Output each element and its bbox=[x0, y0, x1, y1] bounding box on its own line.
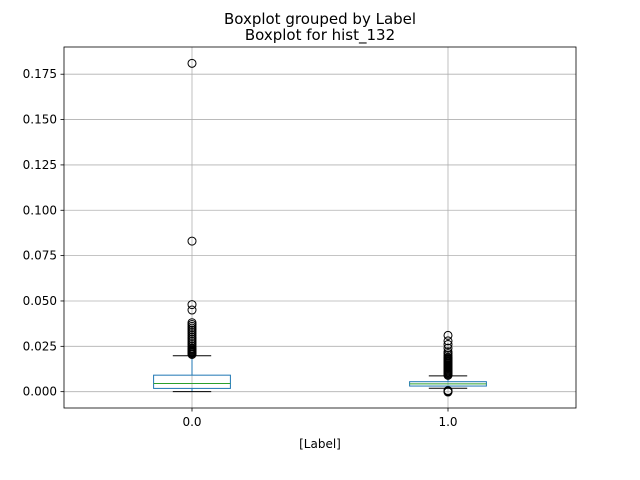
y-tick-label: 0.125 bbox=[23, 158, 57, 172]
y-tick-label: 0.000 bbox=[23, 385, 57, 399]
outlier-point bbox=[443, 386, 453, 396]
outlier-point bbox=[187, 318, 197, 328]
outlier-point bbox=[443, 336, 453, 346]
outlier-point bbox=[443, 347, 453, 357]
grid-layer bbox=[64, 47, 576, 408]
outlier-point bbox=[187, 300, 197, 310]
y-tick-label: 0.050 bbox=[23, 294, 57, 308]
outlier-point bbox=[443, 340, 453, 350]
outlier-point bbox=[187, 305, 197, 315]
box-group-1.0 bbox=[409, 330, 487, 397]
y-axis: 0.000 0.025 0.050 0.075 0.100 0.125 0.150 0.175 bbox=[23, 67, 64, 399]
outlier-point bbox=[187, 236, 197, 246]
x-axis: 0.0 1.0 bbox=[182, 408, 458, 429]
box-group-0.0 bbox=[153, 58, 231, 393]
x-tick-label: 1.0 bbox=[438, 415, 457, 429]
x-axis-label: [Label] bbox=[299, 437, 341, 451]
boxes-layer bbox=[153, 58, 487, 397]
y-tick-label: 0.175 bbox=[23, 67, 57, 81]
y-tick-label: 0.025 bbox=[23, 339, 57, 353]
chart-title: Boxplot for hist_132 bbox=[245, 26, 395, 45]
box-iqr bbox=[153, 374, 231, 389]
x-tick-label: 0.0 bbox=[182, 415, 201, 429]
y-tick-label: 0.150 bbox=[23, 113, 57, 127]
chart-suptitle: Boxplot grouped by Label bbox=[224, 10, 416, 28]
y-tick-label: 0.075 bbox=[23, 249, 57, 263]
y-tick-label: 0.100 bbox=[23, 203, 57, 217]
outlier-point bbox=[187, 58, 197, 68]
plot-frame bbox=[63, 46, 577, 409]
outlier-point bbox=[443, 330, 453, 340]
outlier-point bbox=[443, 343, 453, 353]
